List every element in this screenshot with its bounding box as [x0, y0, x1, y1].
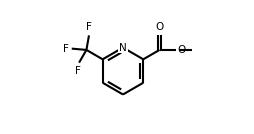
- Text: O: O: [177, 45, 185, 55]
- Text: O: O: [155, 22, 164, 32]
- Text: N: N: [119, 43, 127, 53]
- Text: F: F: [62, 44, 68, 54]
- Text: F: F: [75, 66, 81, 76]
- Text: F: F: [86, 22, 92, 32]
